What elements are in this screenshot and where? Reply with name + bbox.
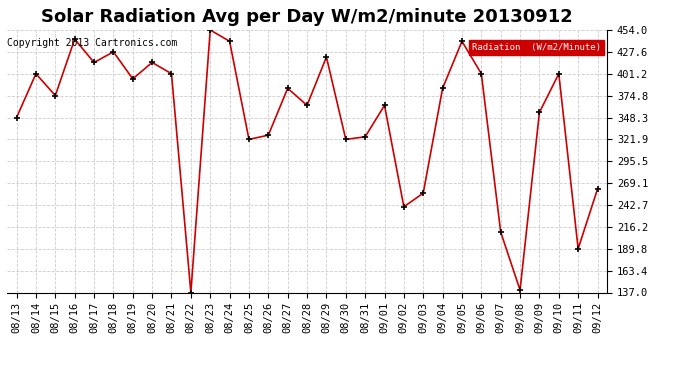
Text: Radiation  (W/m2/Minute): Radiation (W/m2/Minute) bbox=[472, 43, 601, 52]
Title: Solar Radiation Avg per Day W/m2/minute 20130912: Solar Radiation Avg per Day W/m2/minute … bbox=[41, 8, 573, 26]
Text: Copyright 2013 Cartronics.com: Copyright 2013 Cartronics.com bbox=[7, 38, 177, 48]
